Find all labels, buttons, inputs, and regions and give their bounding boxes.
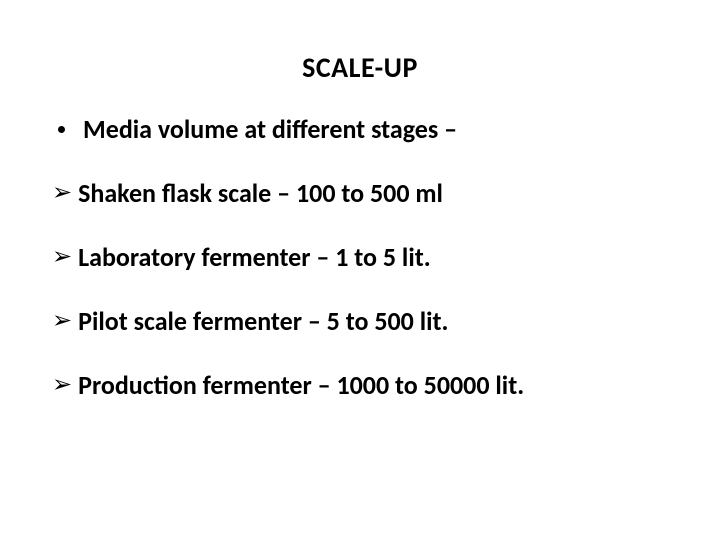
arrow-bullet-icon: ➢: [52, 241, 72, 273]
main-bullet-text: Media volume at different stages –: [83, 113, 457, 145]
sub-bullet-row: ➢ Production fermenter – 1000 to 50000 l…: [50, 369, 670, 401]
sub-bullet-text: Shaken flask scale – 100 to 500 ml: [78, 177, 443, 209]
sub-bullet-text: Production fermenter – 1000 to 50000 lit…: [78, 369, 524, 401]
arrow-bullet-icon: ➢: [52, 369, 72, 401]
sub-bullet-row: ➢ Shaken flask scale – 100 to 500 ml: [50, 177, 670, 209]
slide-title: SCALE-UP: [50, 50, 670, 85]
arrow-bullet-icon: ➢: [52, 177, 72, 209]
sub-bullet-text: Pilot scale fermenter – 5 to 500 lit.: [78, 305, 448, 337]
disc-bullet-icon: [58, 126, 65, 133]
sub-bullet-text: Laboratory fermenter – 1 to 5 lit.: [78, 241, 431, 273]
main-bullet-row: Media volume at different stages –: [50, 113, 670, 145]
arrow-bullet-icon: ➢: [52, 305, 72, 337]
sub-bullet-row: ➢ Laboratory fermenter – 1 to 5 lit.: [50, 241, 670, 273]
sub-bullet-row: ➢ Pilot scale fermenter – 5 to 500 lit.: [50, 305, 670, 337]
slide-container: SCALE-UP Media volume at different stage…: [0, 0, 720, 540]
